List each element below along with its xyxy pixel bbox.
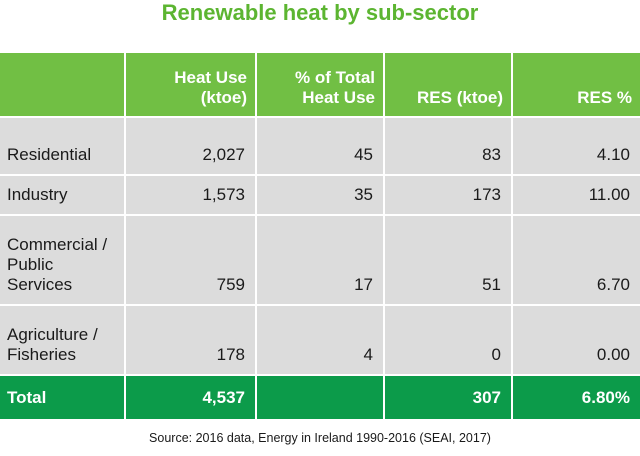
table-row-cell-4-text: 4.10 xyxy=(596,145,630,164)
table-row-cell-2: 4 xyxy=(257,306,383,374)
table-row: Industry 1,573 35 173 11.00 xyxy=(0,176,640,214)
table-row-cell-3-text: 83 xyxy=(482,145,501,164)
table-row-cell-3: 173 xyxy=(385,176,511,214)
table-row: Commercial / Public Services 759 17 51 6.70 xyxy=(0,216,640,304)
table-header-row-cell-2-text: % of Total Heat Use xyxy=(295,68,375,107)
table-row-cell-3: 83 xyxy=(385,118,511,174)
table-total-row-cell-1-text: 4,537 xyxy=(202,387,245,407)
table-row-cell-3-text: 173 xyxy=(472,185,501,204)
table-total-row-cell-1: 4,537 xyxy=(126,376,255,419)
table-row-cell-1-text: 178 xyxy=(216,345,245,364)
table-row-cell-0: Commercial / Public Services xyxy=(0,216,124,304)
table-row-cell-2: 17 xyxy=(257,216,383,304)
table-row-cell-3: 0 xyxy=(385,306,511,374)
table-row-cell-1: 2,027 xyxy=(126,118,255,174)
table-row-cell-0-text: Industry xyxy=(7,185,68,204)
table-row-cell-0-text: Agriculture / Fisheries xyxy=(7,325,98,364)
table-row-cell-2-text: 45 xyxy=(354,145,373,164)
table-header-row-cell-3: RES (ktoe) xyxy=(385,53,511,116)
table-header-row-cell-4: RES % xyxy=(513,53,640,116)
table-row-cell-3: 51 xyxy=(385,216,511,304)
table-total-row-cell-0-text: Total xyxy=(7,387,47,407)
table-row-cell-4-text: 6.70 xyxy=(596,275,630,294)
table-row-cell-4: 0.00 xyxy=(513,306,640,374)
table-row-cell-1-text: 2,027 xyxy=(202,145,245,164)
table-row-cell-0: Industry xyxy=(0,176,124,214)
table-total-row-cell-0: Total xyxy=(0,376,124,419)
table-row-cell-4-text: 0.00 xyxy=(596,345,630,364)
table-row-cell-4: 6.70 xyxy=(513,216,640,304)
table-row-cell-3-text: 0 xyxy=(491,345,501,364)
table-header-row-cell-1-text: Heat Use (ktoe) xyxy=(174,68,247,107)
table-row-cell-2: 35 xyxy=(257,176,383,214)
table-row-cell-1-text: 759 xyxy=(216,275,245,294)
table-row-cell-4-text: 11.00 xyxy=(588,185,630,204)
table-header-row: Heat Use (ktoe) % of Total Heat Use RES (k… xyxy=(0,53,640,116)
table-row-cell-1: 759 xyxy=(126,216,255,304)
table-row: Agriculture / Fisheries 178 4 0 0.00 xyxy=(0,306,640,374)
table-row-cell-2-text: 4 xyxy=(363,345,373,364)
table-header-row-cell-2: % of Total Heat Use xyxy=(257,53,383,116)
table-row-cell-2-text: 17 xyxy=(354,275,373,294)
table-total-row-cell-4: 6.80% xyxy=(513,376,640,419)
table-row-cell-0-text: Residential xyxy=(7,145,92,164)
table-total-row-cell-3-text: 307 xyxy=(472,387,501,407)
table-header-row-cell-4-text: RES % xyxy=(577,88,632,107)
table-header-row-cell-0 xyxy=(0,53,124,116)
table-total-row-cell-2 xyxy=(257,376,383,419)
table-total-row-cell-3: 307 xyxy=(385,376,511,419)
table-row-cell-2-text: 35 xyxy=(354,185,373,204)
source-note: Source: 2016 data, Energy in Ireland 199… xyxy=(149,431,491,445)
chart-title: Renewable heat by sub-sector xyxy=(161,0,479,25)
table-row-cell-3-text: 51 xyxy=(482,275,501,294)
table-row-cell-0: Residential xyxy=(0,118,124,174)
table-row-cell-0-text: Commercial / Public Services xyxy=(7,235,108,294)
table-row-cell-4: 11.00 xyxy=(513,176,640,214)
table-row-cell-1-text: 1,573 xyxy=(202,185,245,204)
table-header-row-cell-1: Heat Use (ktoe) xyxy=(126,53,255,116)
table-row-cell-0: Agriculture / Fisheries xyxy=(0,306,124,374)
table-row: Residential 2,027 45 83 4.10 xyxy=(0,118,640,174)
table-row-cell-1: 1,573 xyxy=(126,176,255,214)
table-row-cell-4: 4.10 xyxy=(513,118,640,174)
table-total-row: Total 4,537 307 6.80% xyxy=(0,376,640,419)
data-table: Heat Use (ktoe) % of Total Heat Use RES (k… xyxy=(0,53,640,419)
table-row-cell-2: 45 xyxy=(257,118,383,174)
table-row-cell-1: 178 xyxy=(126,306,255,374)
table-total-row-cell-4-text: 6.80% xyxy=(581,387,630,407)
table-header-row-cell-3-text: RES (ktoe) xyxy=(417,88,503,107)
